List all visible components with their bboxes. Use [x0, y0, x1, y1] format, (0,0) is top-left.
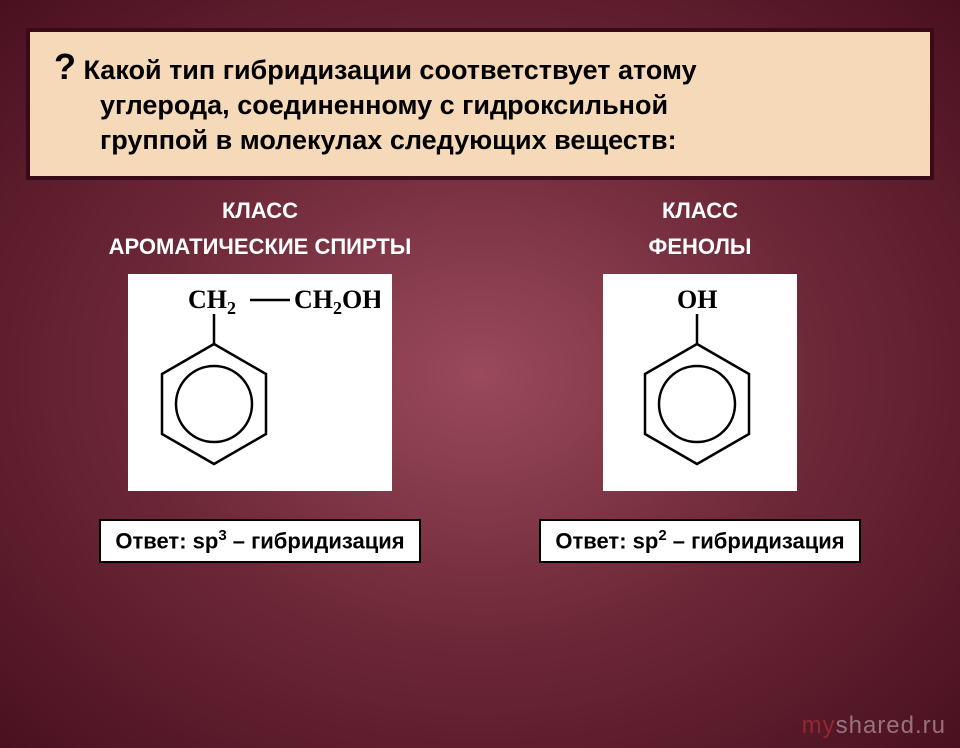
- svg-text:CH2: CH2: [188, 285, 236, 318]
- columns: КЛАСС АРОМАТИЧЕСКИЕ СПИРТЫ CH2 CH2OH: [0, 198, 960, 562]
- right-answer-prefix: Ответ: sp: [555, 529, 658, 554]
- left-class-name: АРОМАТИЧЕСКИЕ СПИРТЫ: [109, 234, 412, 260]
- question-box: ? Какой тип гибридизации соответствует а…: [26, 28, 934, 180]
- phenol-structure: OH: [603, 274, 797, 491]
- right-answer-suffix: – гибридизация: [667, 529, 845, 554]
- left-answer-suffix: – гибридизация: [227, 529, 405, 554]
- left-column: КЛАСС АРОМАТИЧЕСКИЕ СПИРТЫ CH2 CH2OH: [62, 198, 458, 562]
- right-answer: Ответ: sp2 – гибридизация: [539, 519, 860, 562]
- aromatic-alcohol-structure: CH2 CH2OH: [128, 274, 392, 491]
- question-line2: углерода, соединенному с гидроксильной: [54, 88, 906, 123]
- question-line3: группой в молекулах следующих веществ:: [54, 123, 906, 158]
- watermark: myshared.ru: [802, 712, 946, 740]
- svg-text:OH: OH: [677, 285, 717, 314]
- aromatic-alcohol-svg: CH2 CH2OH: [140, 282, 380, 482]
- question-line1: Какой тип гибридизации соответствует ато…: [76, 55, 697, 85]
- right-class-label: КЛАСС: [662, 198, 738, 224]
- left-answer-sup: 3: [218, 527, 226, 544]
- left-answer: Ответ: sp3 – гибридизация: [99, 519, 420, 562]
- phenol-svg: OH: [615, 282, 785, 482]
- watermark-shared: shared.ru: [836, 712, 946, 739]
- svg-text:CH2OH: CH2OH: [294, 285, 380, 318]
- watermark-my: my: [802, 712, 836, 739]
- right-column: КЛАСС ФЕНОЛЫ OH Ответ: sp2 – гибридизаци…: [502, 198, 898, 562]
- right-class-name: ФЕНОЛЫ: [649, 234, 752, 260]
- left-answer-prefix: Ответ: sp: [115, 529, 218, 554]
- left-class-label: КЛАСС: [222, 198, 298, 224]
- right-answer-sup: 2: [658, 527, 666, 544]
- question-mark: ?: [54, 46, 76, 87]
